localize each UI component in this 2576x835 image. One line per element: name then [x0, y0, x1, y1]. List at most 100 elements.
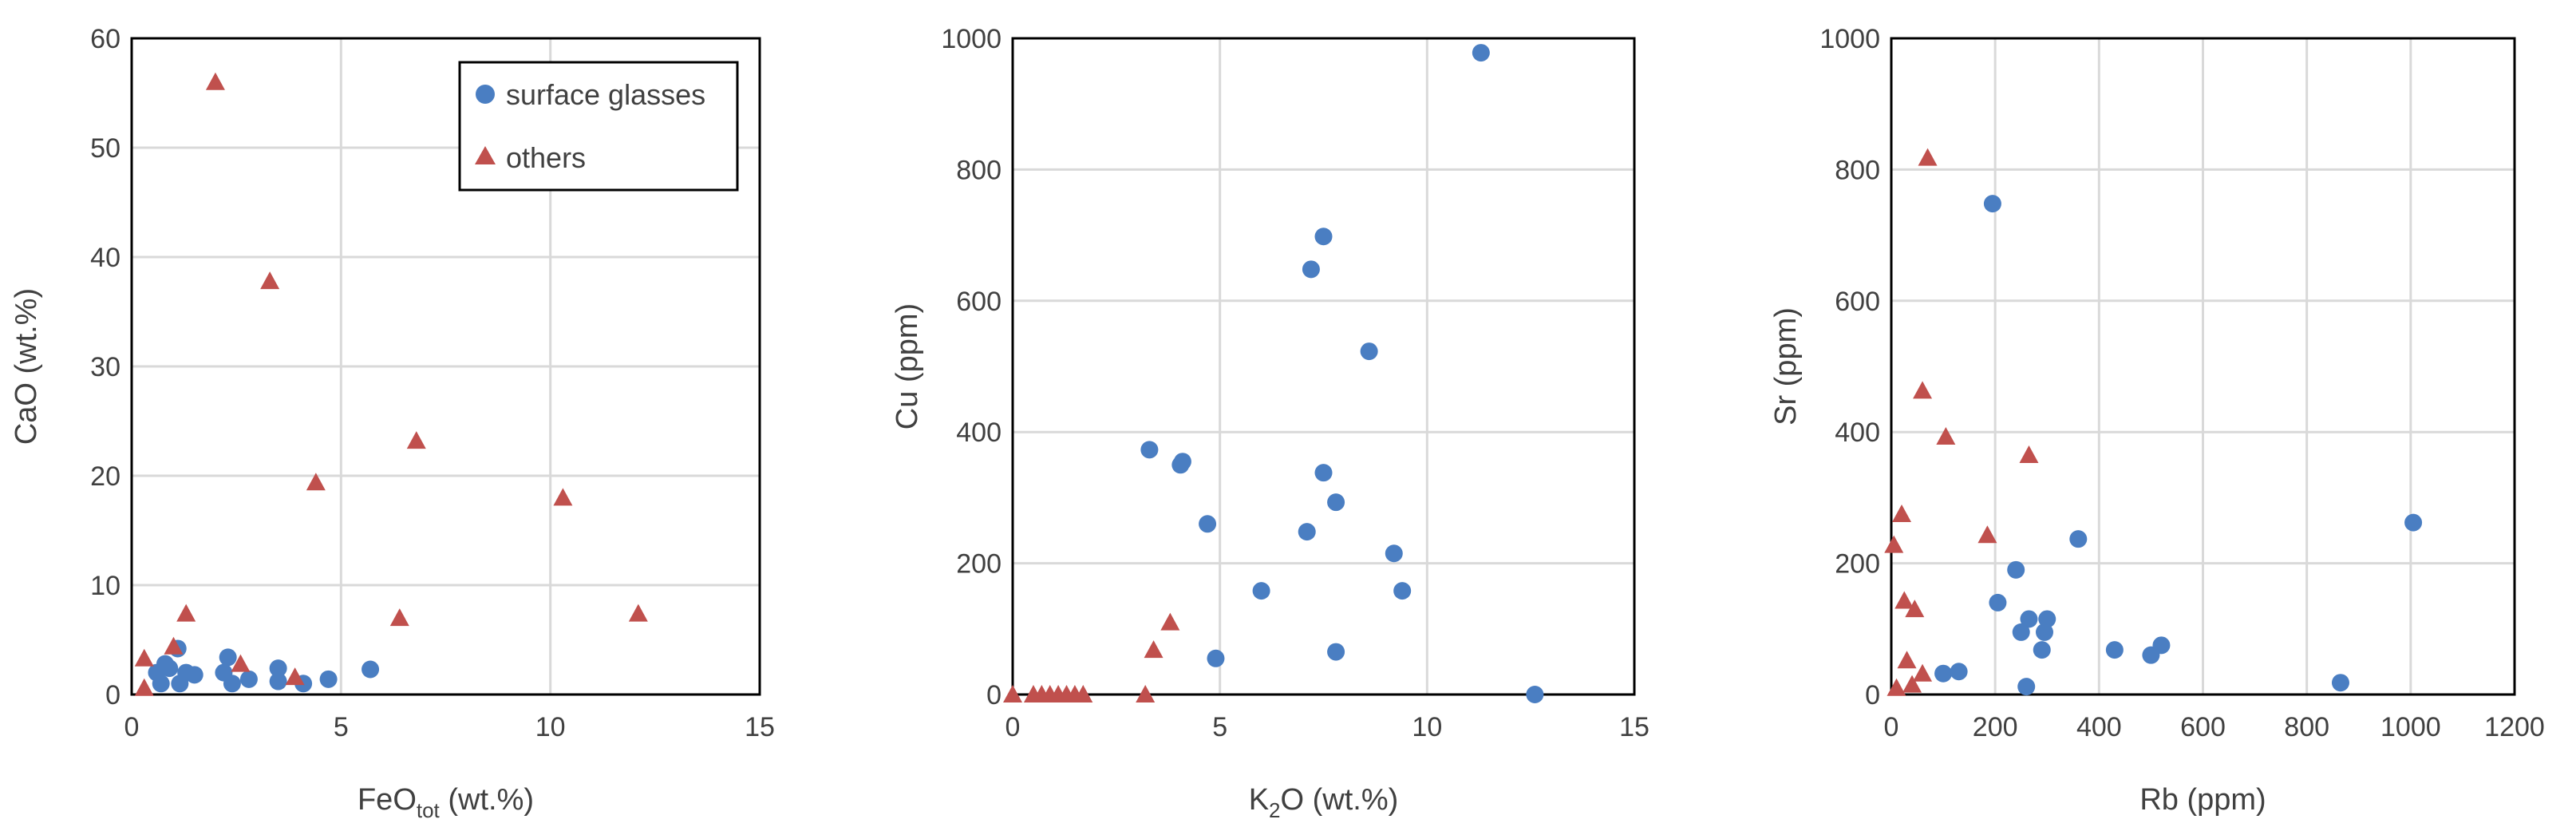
y-tick-label: 200 — [956, 549, 1002, 580]
x-tick-label: 15 — [1619, 712, 1650, 742]
plot-frame — [1890, 37, 2516, 696]
legend-label-surface-glasses: surface glasses — [506, 78, 705, 111]
data-point-triangle — [205, 72, 225, 90]
data-point-circle — [1302, 260, 1320, 279]
data-point-circle — [1327, 493, 1345, 512]
series-others — [1884, 148, 2039, 696]
x-tick-label: 600 — [2180, 712, 2226, 742]
x-tick-label: 400 — [2076, 712, 2122, 742]
data-point-triangle — [553, 488, 573, 506]
data-point-circle — [269, 672, 287, 691]
y-axis-label: CaO (wt.%) — [10, 288, 43, 445]
data-point-triangle — [1913, 663, 1933, 682]
data-point-circle — [1298, 523, 1316, 541]
panel-cu-vs-k2o: 0 5 10 15 0 200 400 600 800 1000 K2O (wt.%) Cu (ppm… — [891, 24, 1650, 822]
x-axis-label: FeOtot (wt.%) — [358, 783, 534, 822]
data-point-triangle — [1905, 600, 1925, 618]
data-point-triangle — [1897, 651, 1917, 669]
data-point-circle — [1472, 44, 1490, 62]
data-point-triangle — [628, 603, 648, 622]
x-tick-label: 200 — [1973, 712, 2018, 742]
data-point-triangle — [1977, 525, 1997, 544]
y-tick-label: 10 — [90, 571, 121, 601]
y-tick-label: 50 — [90, 133, 121, 164]
data-point-circle — [1950, 663, 1968, 681]
plot-frame — [1011, 37, 1636, 696]
data-point-circle — [1526, 686, 1544, 703]
data-point-triangle — [1160, 612, 1180, 631]
data-point-circle — [1171, 456, 1190, 474]
data-point-triangle — [1073, 685, 1093, 702]
data-point-triangle — [260, 271, 280, 290]
data-point-triangle — [1936, 426, 1956, 445]
data-point-circle — [1199, 515, 1217, 533]
legend: surface glasses others — [458, 61, 739, 192]
data-point-circle — [219, 648, 237, 667]
y-tick-label: 60 — [90, 24, 121, 54]
data-point-triangle — [1003, 685, 1022, 702]
data-point-circle — [2020, 610, 2038, 628]
data-point-circle — [1327, 643, 1345, 661]
data-point-triangle — [1892, 504, 1912, 522]
data-point-triangle — [231, 654, 251, 672]
data-point-triangle — [176, 603, 196, 622]
y-tick-label: 1000 — [941, 24, 1002, 54]
data-point-circle — [1385, 544, 1403, 563]
data-point-circle — [1989, 593, 2007, 611]
data-point-circle — [2105, 641, 2124, 659]
x-tick-label: 15 — [745, 712, 775, 742]
series-surface-glasses — [1140, 44, 1544, 703]
data-point-circle — [2404, 513, 2423, 532]
data-point-triangle — [1884, 535, 1904, 553]
x-tick-label: 0 — [124, 712, 140, 742]
x-tick-label: 1200 — [2484, 712, 2545, 742]
data-point-circle — [2012, 623, 2030, 641]
data-point-circle — [2007, 560, 2025, 579]
x-tick-label: 0 — [1006, 712, 1021, 742]
data-point-circle — [362, 660, 380, 679]
data-point-triangle — [164, 636, 184, 655]
data-point-triangle — [1913, 381, 1933, 399]
series-surface-glasses — [1934, 195, 2423, 696]
y-tick-label: 800 — [1835, 155, 1880, 185]
data-point-circle — [1983, 195, 2001, 213]
x-tick-label: 0 — [1884, 712, 1899, 742]
data-point-circle — [2035, 623, 2053, 641]
data-point-circle — [2017, 678, 2036, 696]
data-point-circle — [1314, 228, 1333, 246]
y-tick-label: 1000 — [1819, 24, 1880, 54]
legend-frame — [458, 61, 739, 192]
data-point-triangle — [406, 431, 426, 449]
x-tick-label: 5 — [334, 712, 349, 742]
x-tick-label: 1000 — [2380, 712, 2441, 742]
y-tick-label: 0 — [105, 680, 121, 710]
data-point-triangle — [1144, 640, 1164, 659]
data-point-triangle — [1918, 148, 1938, 166]
plot-area — [1013, 38, 1634, 695]
data-point-circle — [152, 675, 170, 693]
x-tick-label: 10 — [535, 712, 566, 742]
x-axis-label: Rb (ppm) — [2139, 783, 2266, 817]
y-tick-label: 30 — [90, 352, 121, 382]
y-tick-label: 600 — [1835, 287, 1880, 317]
data-point-circle — [2142, 646, 2160, 664]
data-point-triangle — [389, 608, 409, 627]
y-tick-label: 400 — [956, 418, 1002, 448]
y-tick-label: 400 — [1835, 418, 1880, 448]
data-point-triangle — [1887, 678, 1906, 696]
y-tick-label: 200 — [1835, 549, 1880, 580]
legend-triangle-marker — [475, 146, 496, 164]
y-tick-label: 0 — [986, 680, 1002, 710]
y-tick-label: 600 — [956, 287, 1002, 317]
data-point-circle — [160, 659, 179, 678]
data-point-circle — [1360, 342, 1378, 361]
y-tick-label: 0 — [1865, 680, 1880, 710]
data-point-circle — [2331, 674, 2349, 692]
data-point-circle — [2033, 641, 2051, 659]
legend-label-others: others — [506, 141, 586, 174]
y-tick-label: 20 — [90, 461, 121, 492]
x-tick-label: 5 — [1212, 712, 1227, 742]
data-point-circle — [269, 659, 287, 678]
data-point-circle — [1314, 464, 1333, 482]
